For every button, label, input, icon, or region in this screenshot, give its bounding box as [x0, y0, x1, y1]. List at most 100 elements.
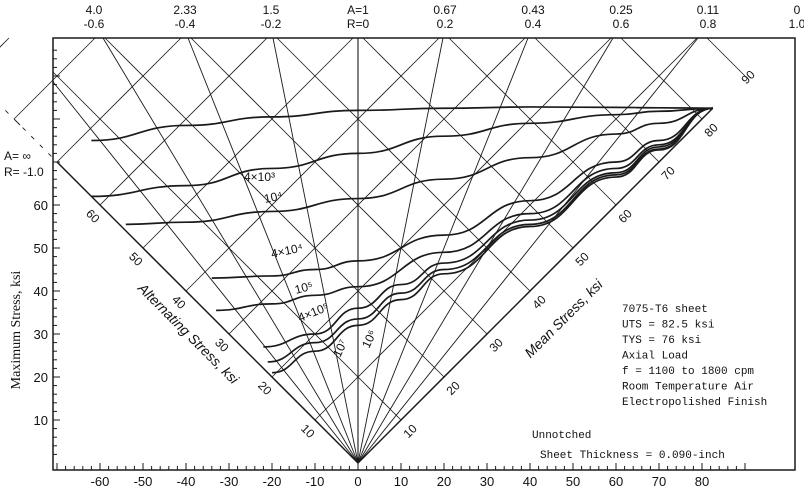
alt-tick — [220, 325, 224, 329]
mean-tick — [457, 359, 462, 364]
specimen-note: UTS = 82.5 ksi — [622, 320, 715, 332]
alternating-axis-title: Alternating Stress, ksi — [134, 279, 242, 387]
mean-tick-label: 10 — [400, 421, 420, 441]
mean-tick — [604, 213, 608, 217]
ratio-line-0 — [52, 81, 359, 464]
alt-tick — [254, 359, 259, 364]
mean-stress-line-40 — [276, 37, 531, 292]
top-a-label: 2.33 — [173, 3, 197, 17]
top-a-label: 0.67 — [433, 3, 457, 17]
alt-tick-label: 50 — [126, 249, 146, 269]
alt-tick — [280, 385, 284, 389]
alt-tick — [5, 110, 9, 114]
mean-tick — [475, 342, 479, 346]
alt-tick — [185, 290, 193, 298]
top-r-label: 0.4 — [525, 17, 542, 31]
mean-tick — [423, 393, 428, 398]
alt-tick — [228, 333, 236, 341]
alt-tick — [39, 144, 44, 149]
mean-tick — [586, 230, 591, 235]
alt-stress-line-50 — [142, 37, 354, 249]
alt-tick — [48, 153, 52, 157]
mean-tick — [518, 299, 522, 303]
mean-tick — [652, 161, 660, 169]
alt-tick — [151, 256, 155, 260]
alt-tick — [194, 299, 198, 303]
life-curves — [91, 106, 713, 374]
alt-tick — [22, 127, 26, 131]
mean-stress-line-50 — [362, 37, 574, 249]
mean-tick-label: 60 — [615, 206, 635, 226]
curve-label: 10⁵ — [293, 279, 314, 297]
ratio-line-1 — [102, 37, 359, 464]
alt-tick — [99, 204, 107, 212]
top-r-label: -0.6 — [84, 17, 105, 31]
alt-tick — [168, 273, 173, 278]
ratio-line-5 — [357, 37, 444, 464]
specimen-notes: 7075-T6 sheet UTS = 82.5 ksi TYS = 76 ksi A… — [622, 304, 767, 409]
x-tick-label: -30 — [220, 474, 239, 489]
x-tick-label: -50 — [134, 474, 153, 489]
curve-label: 10⁴ — [263, 188, 284, 206]
x-tick-label: 0 — [354, 474, 361, 489]
mean-axis-title: Mean Stress, ksi — [521, 276, 606, 361]
mean-tick — [500, 316, 505, 321]
top-a-label: 0.25 — [609, 3, 633, 17]
curve-label: 4×10⁴ — [270, 241, 304, 261]
curve-labels: 4×10³ 10⁴ 4×10⁴ 10⁵ 4×10⁵ 10⁶ 10⁷ — [244, 170, 379, 359]
alt-tick — [237, 342, 241, 346]
left-a-label: A= ∞ — [4, 149, 31, 163]
life-curve-2 — [125, 107, 713, 226]
mean-tick — [394, 419, 402, 427]
ratio-line-3 — [272, 37, 359, 464]
specimen-note: Electropolished Finish — [622, 397, 767, 409]
mean-stress-line-30 — [190, 37, 488, 335]
mean-tick-label: 90 — [738, 67, 758, 87]
mean-stress-line-80 — [620, 37, 703, 120]
life-curve-3 — [211, 107, 713, 279]
top-r-label: 1.0 — [789, 17, 804, 31]
specimen-note: 7075-T6 sheet — [622, 304, 708, 316]
alt-stress-line-10 — [314, 37, 698, 421]
mean-tick — [629, 187, 634, 192]
life-curve-5 — [263, 107, 713, 348]
x-tick-label: 30 — [480, 474, 494, 489]
alt-tick — [245, 350, 250, 355]
top-a-label: 4.0 — [86, 3, 103, 17]
alt-stress-line-60 — [99, 37, 268, 206]
mean-tick — [681, 135, 686, 140]
life-curve-0 — [91, 106, 713, 142]
alt-tick — [56, 161, 64, 169]
top-r-label: -0.2 — [261, 17, 282, 31]
ratio-line-2 — [187, 37, 359, 464]
alt-tick — [331, 436, 336, 441]
mean-stress-line-10 — [52, 71, 402, 421]
ratio-line-7 — [357, 37, 614, 464]
top-r-label: 0.2 — [437, 17, 454, 31]
alt-tick-label: 10 — [298, 421, 318, 441]
mean-tick — [380, 436, 385, 441]
mean-tick — [578, 239, 582, 243]
mean-tick — [552, 264, 557, 269]
specimen-note: Axial Load — [622, 351, 688, 363]
alt-tick — [142, 247, 150, 255]
y-tick-label: 40 — [34, 284, 48, 299]
alt-tick — [108, 213, 112, 217]
ratio-line-6 — [357, 37, 529, 464]
curve-label: 4×10³ — [244, 170, 275, 184]
life-curve-7 — [271, 107, 713, 374]
mean-tick — [437, 376, 445, 384]
x-tick-label: -10 — [306, 474, 325, 489]
alt-tick — [159, 264, 164, 269]
mean-tick-label: 40 — [529, 292, 549, 312]
thickness-label: Sheet Thickness = 0.090-inch — [540, 450, 725, 462]
alt-tick — [323, 428, 327, 432]
top-a-label: 1.5 — [263, 3, 280, 17]
mean-stress-line-70 — [534, 37, 660, 163]
alt-tick — [349, 454, 353, 458]
mean-tick — [414, 402, 419, 407]
alt-tick — [65, 170, 69, 174]
mean-axis-line — [357, 107, 714, 464]
left-r-label: R= -1.0 — [4, 165, 44, 179]
